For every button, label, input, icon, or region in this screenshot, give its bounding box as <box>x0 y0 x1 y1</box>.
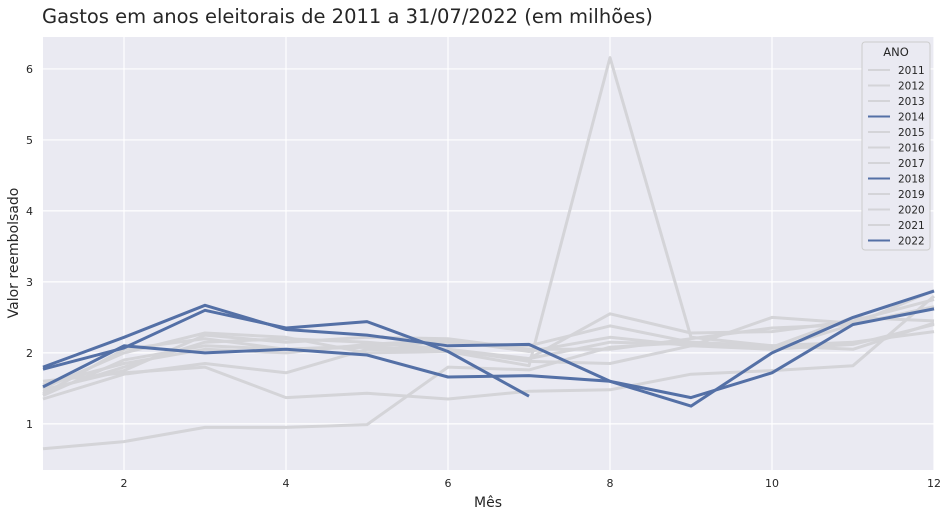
x-tick-label: 8 <box>607 477 614 490</box>
series-line-2011 <box>42 315 935 451</box>
legend: ANO 2011 2012 2013 2014 2015 2016 2017 2018 2019… <box>861 41 931 251</box>
legend-items: 2011 2012 2013 2014 2015 2016 2017 2018 2019 2020… <box>868 65 925 248</box>
legend-label-2020: 2020 <box>898 205 925 217</box>
legend-label-2013: 2013 <box>898 96 925 108</box>
legend-label-2019: 2019 <box>898 189 925 201</box>
x-tick-label: 10 <box>765 477 779 490</box>
x-axis-ticks: 2 4 6 8 10 12 <box>121 477 942 490</box>
legend-label-2018: 2018 <box>898 174 925 186</box>
y-axis-ticks: 1 2 3 4 5 6 <box>26 63 33 431</box>
legend-label-2014: 2014 <box>898 112 925 124</box>
y-tick-label: 1 <box>26 418 33 431</box>
y-tick-label: 3 <box>26 276 33 289</box>
legend-label-2012: 2012 <box>898 81 925 93</box>
legend-label-2017: 2017 <box>898 158 925 170</box>
x-tick-label: 12 <box>927 477 941 490</box>
legend-box <box>861 41 931 251</box>
x-tick-label: 6 <box>445 477 452 490</box>
x-axis-label: Mês <box>474 495 502 511</box>
y-tick-label: 6 <box>26 63 33 76</box>
y-tick-label: 5 <box>26 134 33 147</box>
series-line-2014 <box>42 289 935 408</box>
legend-label-2015: 2015 <box>898 127 925 139</box>
legend-label-2011: 2011 <box>898 65 925 77</box>
legend-label-2021: 2021 <box>898 220 925 232</box>
series-line-2019 <box>42 294 935 401</box>
y-axis-label: Valor reembolsado <box>6 188 22 319</box>
chart-title: Gastos em anos eleitorais de 2011 a 31/0… <box>42 5 653 28</box>
plot-area <box>43 37 934 470</box>
legend-label-2022: 2022 <box>898 236 925 248</box>
x-tick-label: 2 <box>121 477 128 490</box>
legend-label-2016: 2016 <box>898 143 925 155</box>
series-line-2022 <box>42 308 530 398</box>
y-tick-label: 4 <box>26 205 33 218</box>
x-tick-label: 4 <box>283 477 290 490</box>
series-highlight-group <box>42 289 935 408</box>
series-line-2018 <box>42 303 935 400</box>
legend-title: ANO <box>883 45 909 59</box>
y-tick-label: 2 <box>26 347 33 360</box>
grid-lines <box>43 37 935 470</box>
series-line-2020 <box>42 56 935 390</box>
